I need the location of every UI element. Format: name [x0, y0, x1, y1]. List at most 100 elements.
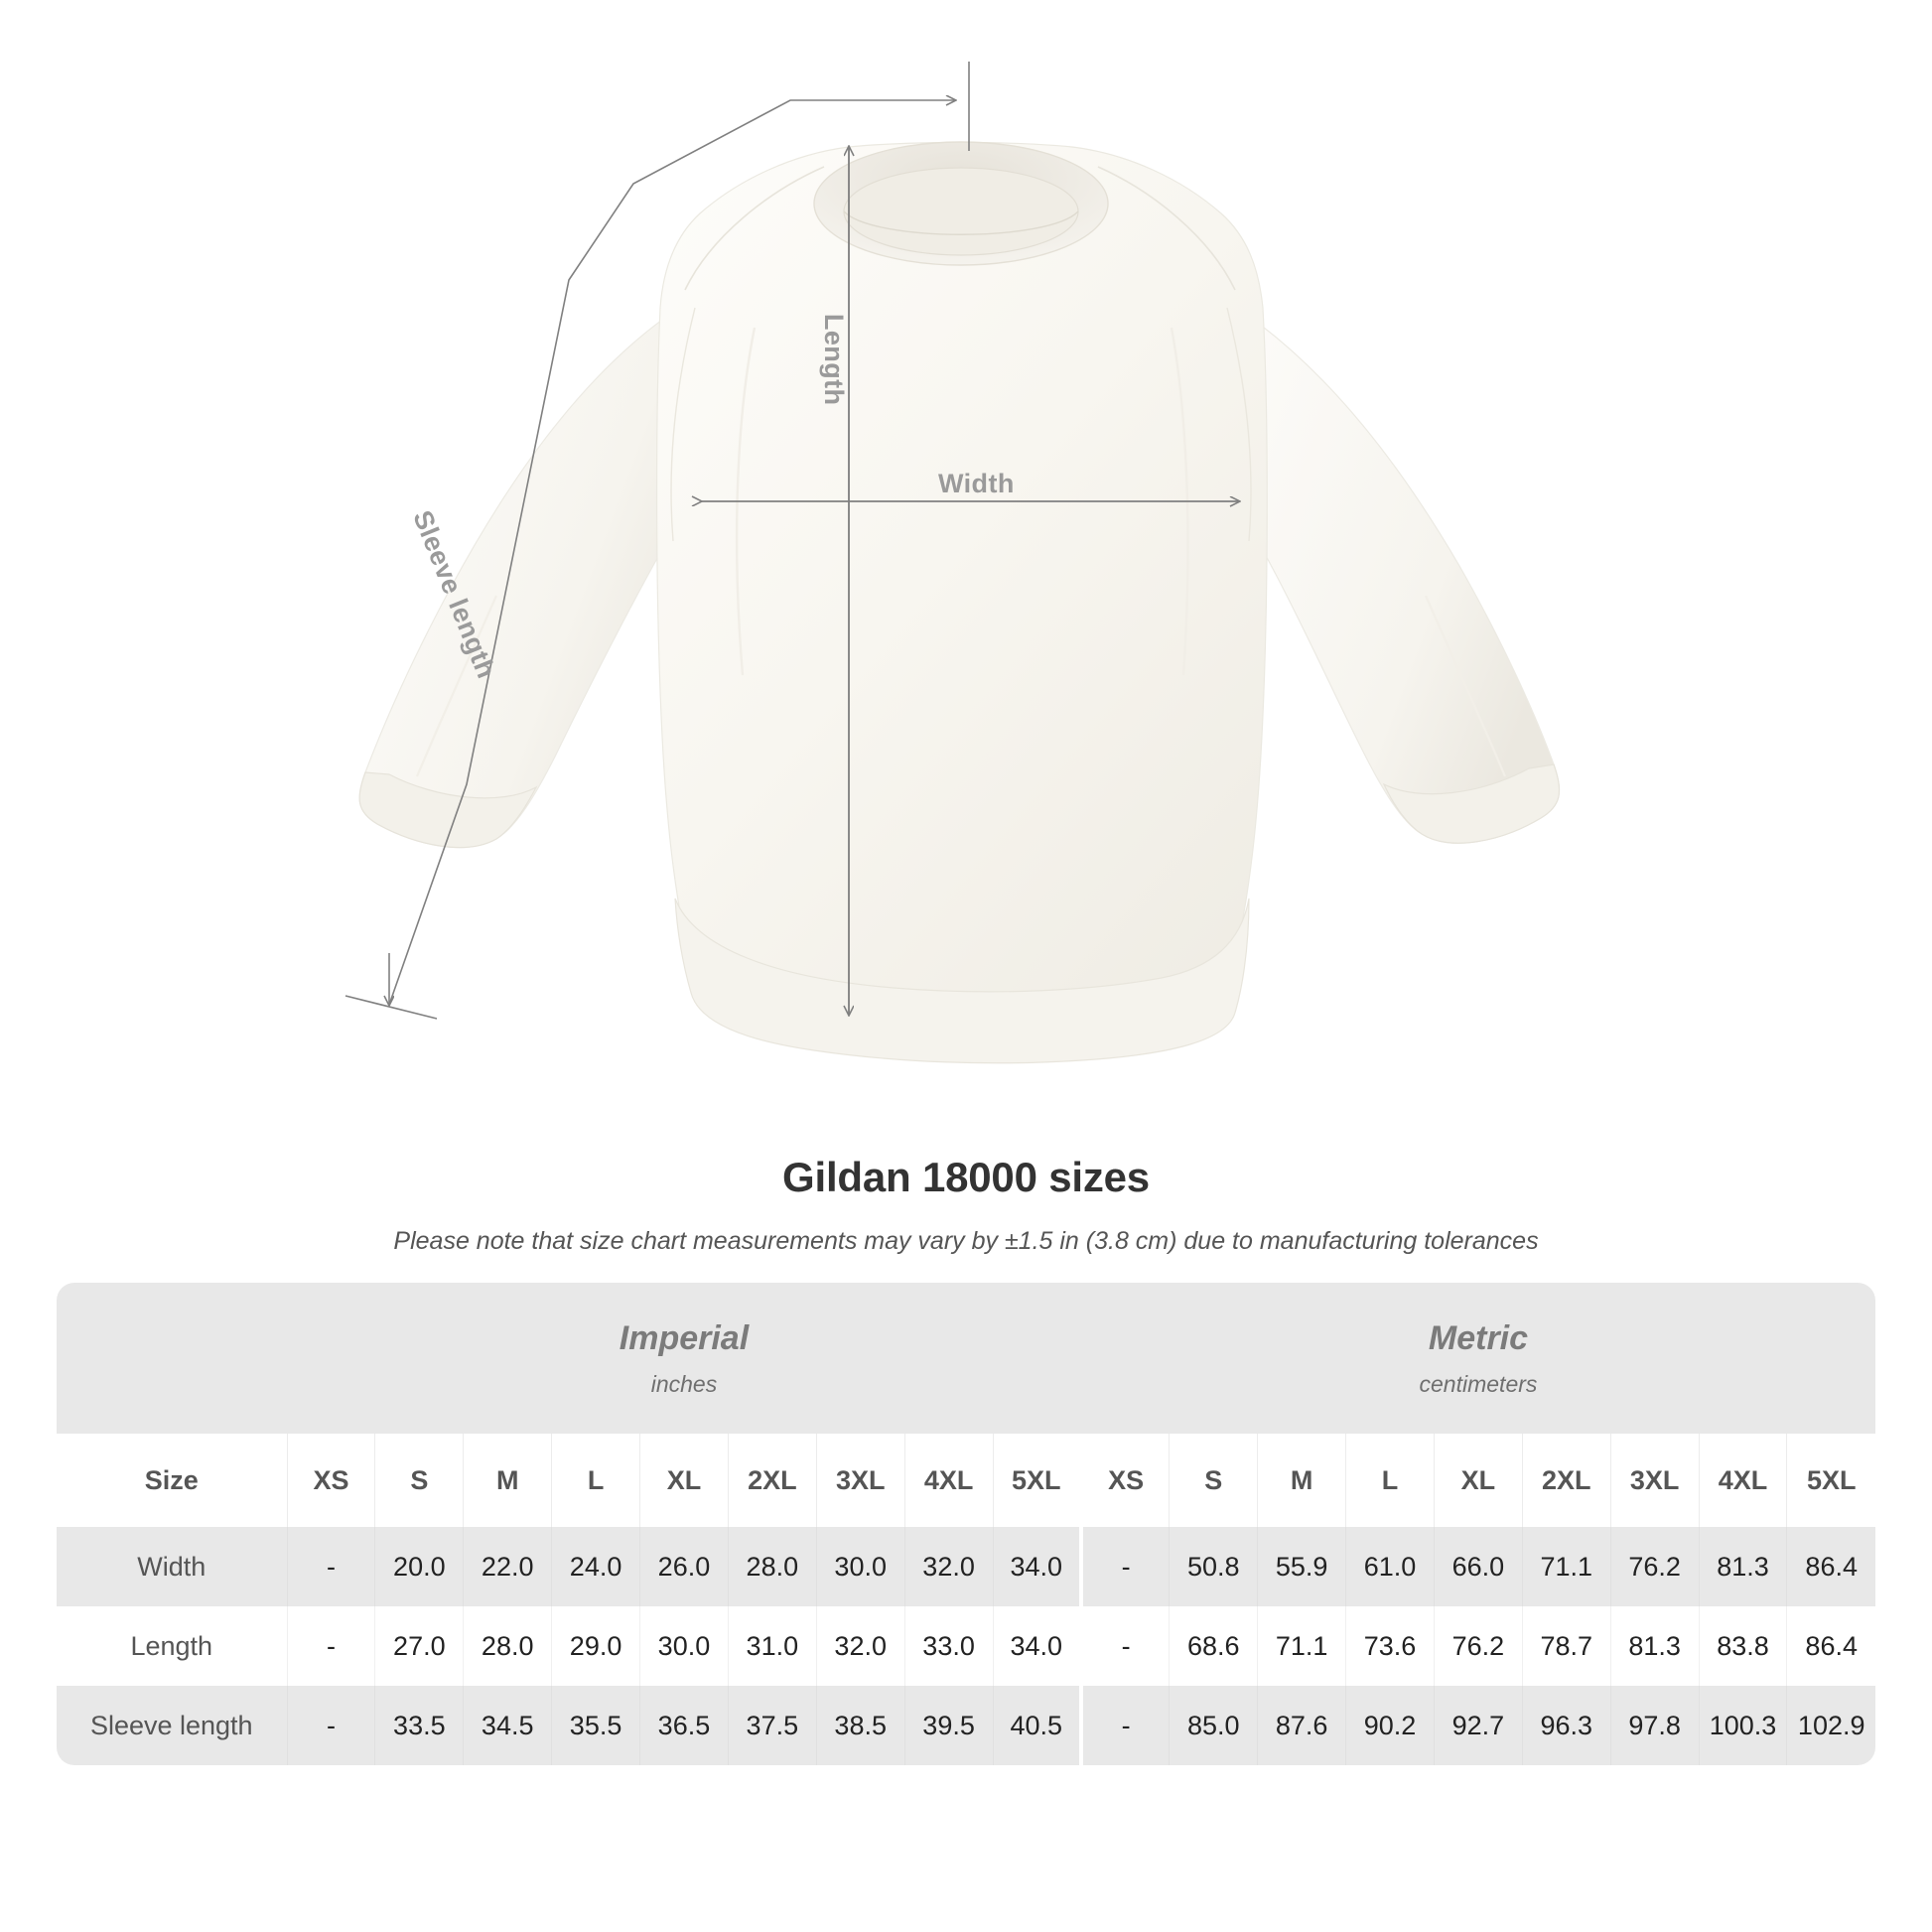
cell-metric-l: 61.0	[1345, 1527, 1435, 1606]
cell-metric-s: 85.0	[1169, 1686, 1259, 1765]
garment-illustration: Length Width Sleeve length	[345, 62, 1561, 1064]
sweatshirt-body	[655, 141, 1268, 1039]
cell-imperial-m: 22.0	[463, 1527, 553, 1606]
size-chart-table: Imperial inches Metric centimeters Size XS S M L…	[57, 1283, 1875, 1765]
cell-metric-l: 73.6	[1345, 1606, 1435, 1686]
cell-imperial-xl: 30.0	[639, 1606, 729, 1686]
cell-imperial-l: 24.0	[551, 1527, 641, 1606]
cell-metric-m: 71.1	[1257, 1606, 1347, 1686]
column-header-metric-5xl: 5XL	[1786, 1434, 1875, 1527]
cell-imperial-5xl: 34.0	[993, 1527, 1083, 1606]
cell-imperial-3xl: 30.0	[816, 1527, 905, 1606]
cell-metric-m: 55.9	[1257, 1527, 1347, 1606]
left-cuff	[358, 771, 538, 849]
cell-metric-5xl: 86.4	[1786, 1527, 1875, 1606]
cell-imperial-m: 34.5	[463, 1686, 553, 1765]
cell-metric-2xl: 96.3	[1522, 1686, 1611, 1765]
cell-imperial-l: 35.5	[551, 1686, 641, 1765]
title-block: Gildan 18000 sizes Please note that size…	[0, 1132, 1932, 1256]
column-header-metric-m: M	[1257, 1434, 1347, 1527]
cell-metric-s: 50.8	[1169, 1527, 1259, 1606]
size-header-row: Size XS S M L XL 2XL 3XL 4XL 5XL XS S M L XL 2XL 3XL 4XL 5…	[57, 1434, 1875, 1527]
table-row: Sleeve length -33.5 34.5 35.5 36.5 37.5 38.5 39…	[57, 1686, 1875, 1765]
table-row: Width -20.0 22.0 24.0 26.0 28.0 30.0 32.0 34.0-5…	[57, 1527, 1875, 1606]
column-header-metric-s: S	[1169, 1434, 1259, 1527]
column-header-imperial-xl: XL	[639, 1434, 729, 1527]
cell-imperial-3xl: 38.5	[816, 1686, 905, 1765]
cell-metric-2xl: 71.1	[1522, 1527, 1611, 1606]
cell-imperial-s: 33.5	[374, 1686, 465, 1765]
sleeve-length-line	[388, 100, 955, 1006]
right-shoulder-seam	[1097, 166, 1236, 291]
page-title: Gildan 18000 sizes	[782, 1154, 1150, 1200]
column-header-size: Size	[57, 1434, 288, 1527]
cell-metric-xs: -	[1080, 1686, 1171, 1765]
fold-line-4	[1424, 595, 1507, 777]
table-row: Length -27.0 28.0 29.0 30.0 31.0 32.0 33.0 34.0-…	[57, 1606, 1875, 1686]
cell-imperial-m: 28.0	[463, 1606, 553, 1686]
unit-sub-metric: centimeters	[1419, 1370, 1538, 1397]
column-header-imperial-m: M	[463, 1434, 553, 1527]
cell-metric-3xl: 76.2	[1610, 1527, 1700, 1606]
row-header-sleeve-length: Sleeve length	[57, 1686, 288, 1765]
cell-imperial-xl: 36.5	[639, 1686, 729, 1765]
width-dimension-label: Width	[938, 469, 1015, 498]
unit-banner-row: Imperial inches Metric centimeters	[57, 1283, 1875, 1434]
column-header-imperial-4xl: 4XL	[904, 1434, 994, 1527]
cell-metric-4xl: 83.8	[1699, 1606, 1788, 1686]
column-header-metric-3xl: 3XL	[1610, 1434, 1700, 1527]
cell-imperial-4xl: 33.0	[904, 1606, 994, 1686]
cell-metric-xl: 76.2	[1434, 1606, 1523, 1686]
cell-imperial-4xl: 32.0	[904, 1527, 994, 1606]
cell-metric-4xl: 81.3	[1699, 1527, 1788, 1606]
cell-imperial-2xl: 37.5	[728, 1686, 817, 1765]
sweatshirt-artwork	[358, 141, 1561, 1064]
fold-line-2	[1170, 327, 1189, 676]
sleeve-length-start-tick	[345, 995, 438, 1020]
unit-name-metric: Metric	[1428, 1318, 1529, 1357]
cell-metric-3xl: 97.8	[1610, 1686, 1700, 1765]
row-header-length: Length	[57, 1606, 288, 1686]
cell-imperial-5xl: 34.0	[993, 1606, 1083, 1686]
cell-metric-2xl: 78.7	[1522, 1606, 1611, 1686]
collar-inner-seam	[843, 210, 1079, 235]
tolerance-note: Please note that size chart measurements…	[393, 1227, 1539, 1255]
cell-imperial-s: 27.0	[374, 1606, 465, 1686]
column-header-imperial-s: S	[374, 1434, 465, 1527]
cell-metric-5xl: 86.4	[1786, 1606, 1875, 1686]
cell-imperial-s: 20.0	[374, 1527, 465, 1606]
column-header-metric-xs: XS	[1080, 1434, 1171, 1527]
column-header-imperial-2xl: 2XL	[728, 1434, 817, 1527]
cell-metric-s: 68.6	[1169, 1606, 1259, 1686]
cell-imperial-2xl: 28.0	[728, 1527, 817, 1606]
length-dimension-label: Length	[819, 314, 849, 406]
column-header-metric-2xl: 2XL	[1522, 1434, 1611, 1527]
unit-name-imperial: Imperial	[619, 1318, 750, 1357]
cell-imperial-3xl: 32.0	[816, 1606, 905, 1686]
neck-opening	[843, 167, 1079, 256]
cell-imperial-2xl: 31.0	[728, 1606, 817, 1686]
cell-imperial-xs: -	[287, 1606, 376, 1686]
fold-line-3	[415, 595, 498, 777]
column-header-imperial-xs: XS	[287, 1434, 376, 1527]
column-header-imperial-l: L	[551, 1434, 641, 1527]
column-header-imperial-5xl: 5XL	[993, 1434, 1083, 1527]
measurement-annotations	[345, 62, 1239, 1020]
column-header-metric-l: L	[1345, 1434, 1435, 1527]
unit-header-imperial: Imperial inches	[287, 1283, 1081, 1434]
unit-banner-spacer	[57, 1283, 288, 1434]
left-sleeve	[358, 296, 706, 849]
row-header-width: Width	[57, 1527, 288, 1606]
unit-header-metric: Metric centimeters	[1080, 1283, 1875, 1434]
cell-metric-xl: 92.7	[1434, 1686, 1523, 1765]
cell-metric-xs: -	[1080, 1606, 1171, 1686]
cell-metric-5xl: 102.9	[1786, 1686, 1875, 1765]
cell-metric-4xl: 100.3	[1699, 1686, 1788, 1765]
right-armhole-seam	[1226, 307, 1252, 542]
left-armhole-seam	[670, 307, 696, 542]
cell-metric-xl: 66.0	[1434, 1527, 1523, 1606]
right-sleeve	[1218, 296, 1561, 844]
cell-imperial-xl: 26.0	[639, 1527, 729, 1606]
column-header-imperial-3xl: 3XL	[816, 1434, 905, 1527]
left-shoulder-seam	[684, 166, 825, 291]
